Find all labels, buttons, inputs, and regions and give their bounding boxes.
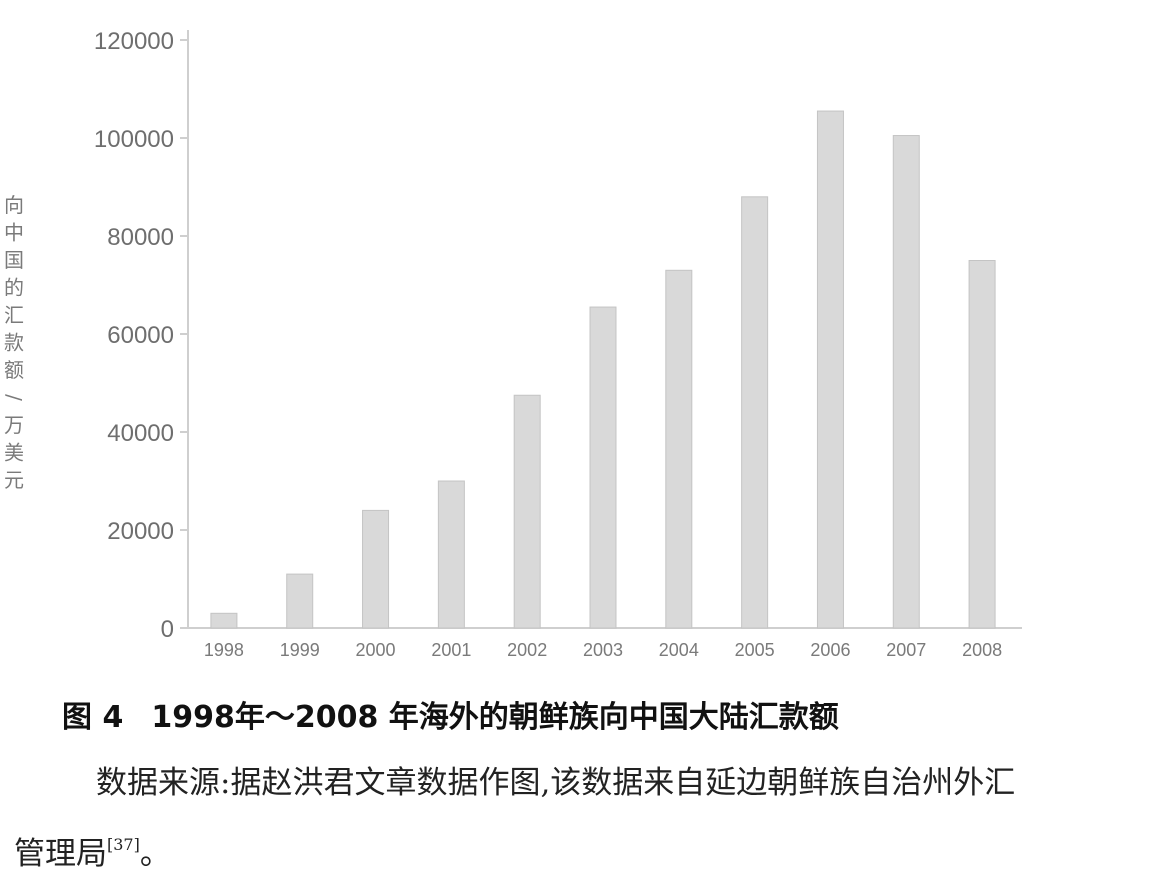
x-tick-label: 2007: [886, 640, 926, 660]
bar-2000: [362, 509, 390, 629]
bar-2002: [513, 394, 541, 629]
x-tick-label: 2004: [659, 640, 699, 660]
y-axis-label-char: 国: [4, 248, 24, 272]
y-axis-label-char: 万: [4, 413, 24, 437]
figure-number: 图 4: [62, 700, 124, 735]
y-axis-label-char: 汇: [4, 303, 24, 327]
source-text: 数据来源:据赵洪君文章数据作图,该数据来自延边朝鲜族自治州外汇管理局: [14, 765, 1016, 872]
y-tick-label: 60000: [107, 322, 174, 349]
bar-1998: [210, 612, 238, 629]
bar-1999: [286, 573, 314, 629]
bar-2001: [437, 480, 465, 629]
x-axis-ticks: 1998 1999 2000 2001 2002 2003 2004 2005 2006 2007…: [204, 640, 1002, 660]
y-tick-label: 80000: [107, 224, 174, 251]
x-tick-label: 1998: [204, 640, 244, 660]
y-tick-label: 120000: [94, 28, 174, 55]
y-tick-label: 20000: [107, 518, 174, 545]
x-tick-label: 2000: [356, 640, 396, 660]
source-note: 数据来源:据赵洪君文章数据作图,该数据来自延边朝鲜族自治州外汇管理局[37]。: [14, 752, 1044, 885]
y-tick-label: 100000: [94, 126, 174, 153]
y-axis-label-char: 额: [4, 358, 24, 382]
y-axis-label-char: 元: [4, 468, 24, 492]
bar-2007: [892, 135, 920, 629]
bar-2003: [589, 306, 617, 629]
y-axis-label-char: 美: [4, 441, 24, 465]
figure-title: 1998年～2008 年海外的朝鲜族向中国大陆汇款额: [151, 700, 839, 735]
y-tick-label: 40000: [107, 420, 174, 447]
bar-2008: [968, 260, 996, 629]
y-axis-label-char: /: [2, 394, 26, 401]
figure-caption: 图 4 1998年～2008 年海外的朝鲜族向中国大陆汇款额: [62, 692, 839, 736]
bar-2005: [741, 196, 769, 629]
x-tick-label: 2006: [810, 640, 850, 660]
x-tick-label: 2001: [431, 640, 471, 660]
y-axis-ticks: 0 20000 40000 60000 80000 100000 120000: [94, 28, 188, 643]
x-tick-label: 2003: [583, 640, 623, 660]
citation-ref: [37]: [107, 835, 140, 854]
y-axis-label-char: 中: [4, 221, 24, 245]
bar-2006: [816, 110, 844, 629]
y-axis-label-char: 款: [4, 331, 24, 355]
bars: [210, 110, 996, 629]
y-axis-label-char: 的: [4, 276, 24, 300]
y-tick-label: 0: [161, 616, 174, 643]
y-axis-label-char: 向: [4, 193, 24, 217]
x-tick-label: 1999: [280, 640, 320, 660]
x-tick-label: 2005: [735, 640, 775, 660]
x-tick-label: 2002: [507, 640, 547, 660]
x-tick-label: 2008: [962, 640, 1002, 660]
bar-2004: [665, 269, 693, 629]
source-end: 。: [139, 836, 171, 872]
